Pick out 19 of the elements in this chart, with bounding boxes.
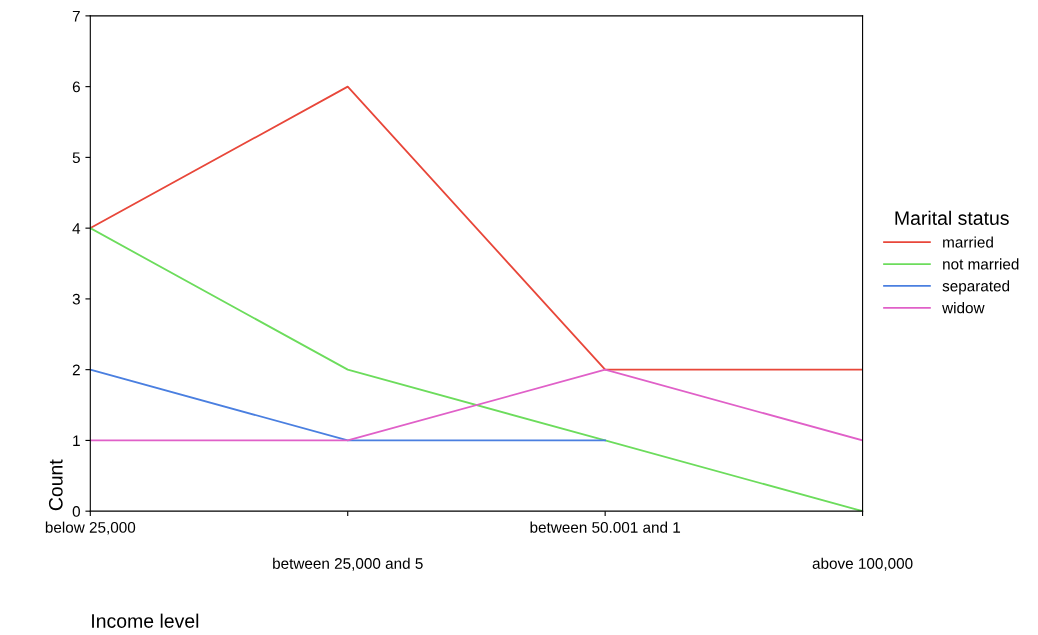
y-tick-label: 7 bbox=[72, 10, 80, 22]
y-tick-label: 1 bbox=[73, 435, 80, 446]
legend-label: widow bbox=[942, 302, 985, 314]
y-axis-title: Count bbox=[48, 459, 63, 511]
legend-label: married bbox=[943, 236, 993, 248]
y-tick-label: 0 bbox=[72, 506, 80, 517]
legend-label: not married bbox=[943, 258, 1019, 270]
y-tick-label: 2 bbox=[72, 364, 80, 376]
x-tick-label: between 50.001 and 1 bbox=[530, 521, 681, 533]
x-tick-label: between 25,000 and 5 bbox=[273, 557, 423, 571]
legend-label: separated bbox=[942, 280, 1010, 295]
y-tick-label: 6 bbox=[72, 81, 80, 93]
legend-title: Marital status bbox=[895, 210, 1009, 225]
y-tick-label: 3 bbox=[72, 293, 80, 305]
y-tick-label: 5 bbox=[72, 152, 80, 164]
x-tick-label: above 100,000 bbox=[812, 557, 913, 571]
y-tick-label: 4 bbox=[72, 223, 81, 234]
x-tick-label: below 25,000 bbox=[45, 521, 136, 535]
x-axis-title: Income level bbox=[92, 613, 199, 628]
